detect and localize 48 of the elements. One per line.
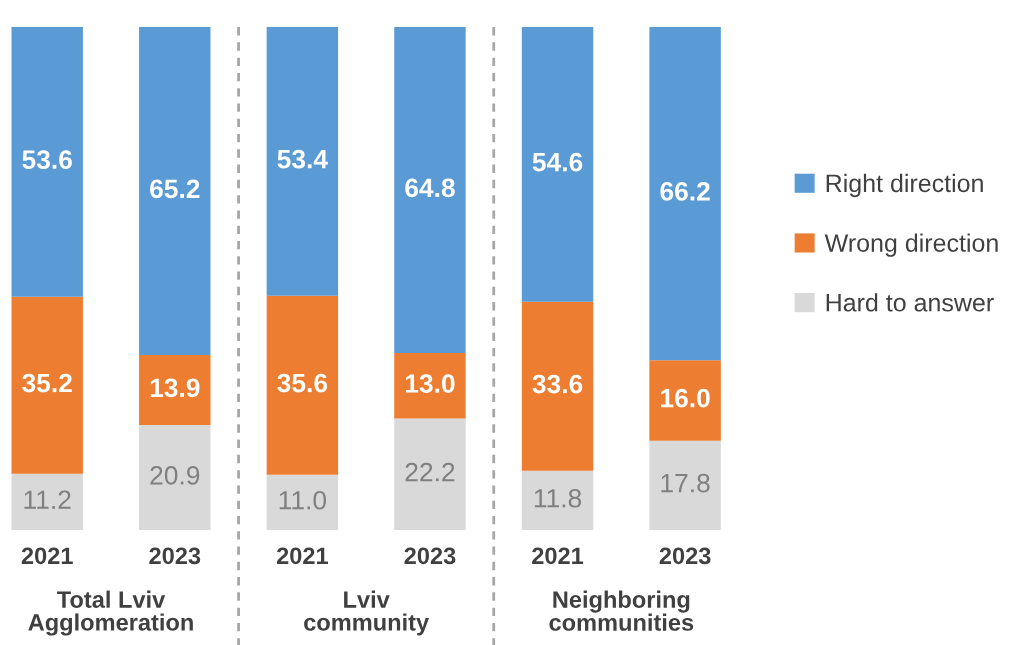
- bar: [649, 440, 721, 531]
- bar: [521, 301, 594, 471]
- data-label: 33.6: [532, 374, 583, 394]
- data-label: 53.6: [22, 150, 72, 170]
- data-label: 53.4: [277, 149, 328, 169]
- data-label: 16.0: [661, 388, 710, 408]
- bar: [11, 296, 83, 474]
- legend-label: Hard to answer: [826, 293, 994, 312]
- data-label: 64.8: [405, 178, 455, 198]
- data-label: 22.2: [405, 462, 455, 482]
- data-label: 11.2: [24, 490, 71, 509]
- text: Neighboring communities: [549, 590, 694, 631]
- data-label: 65.2: [150, 179, 200, 199]
- legend-label: Right direction: [826, 173, 983, 198]
- data-label: 17.8: [661, 473, 710, 493]
- bar: [521, 470, 594, 531]
- x-tick-label: 2023: [149, 547, 201, 565]
- bar: [266, 295, 339, 475]
- x-tick-label: 2021: [276, 547, 328, 565]
- legend-label: Wrong direction: [824, 233, 998, 257]
- bar: [394, 27, 466, 354]
- x-tick-label: 2021: [21, 547, 73, 565]
- bar: [649, 360, 721, 441]
- data-label: 13.9: [150, 378, 200, 398]
- data-label: 20.9: [150, 466, 200, 485]
- bar: [394, 353, 466, 419]
- text: Total Lviv Agglomeration: [28, 590, 193, 636]
- bar: [521, 27, 594, 302]
- bar: [266, 27, 339, 296]
- data-label: 11.8: [534, 488, 582, 508]
- x-tick-label: 2023: [659, 547, 711, 565]
- data-label: 35.6: [277, 373, 328, 393]
- bar: [11, 473, 83, 531]
- text: Lviv community: [304, 590, 430, 636]
- data-label: 35.2: [22, 373, 72, 393]
- data-label: 66.2: [660, 182, 710, 201]
- data-label: 54.6: [532, 152, 583, 172]
- bar: [139, 355, 211, 426]
- bar: [139, 27, 211, 356]
- bar: [11, 27, 83, 297]
- x-tick-label: 2021: [532, 547, 584, 565]
- x-tick-label: 2023: [404, 547, 456, 565]
- data-label: 11.0: [279, 490, 327, 510]
- bar: [139, 425, 211, 531]
- bar: [394, 418, 466, 531]
- bar: [649, 27, 721, 361]
- bar: [266, 474, 339, 531]
- data-label: 13.0: [405, 374, 455, 393]
